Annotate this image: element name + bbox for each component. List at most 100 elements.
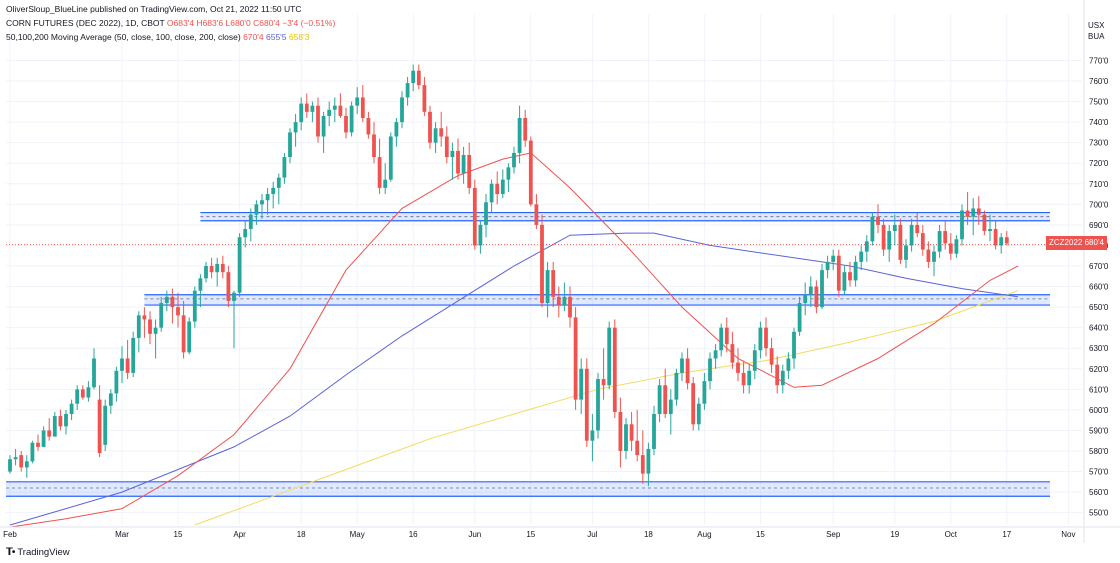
- candle: [898, 218, 903, 264]
- candle: [663, 368, 668, 419]
- candle-body: [170, 296, 175, 308]
- y-tick-label: 570'0: [1089, 468, 1109, 477]
- candle: [769, 337, 774, 373]
- candle: [652, 405, 656, 456]
- candle: [310, 101, 315, 123]
- candle-body: [797, 303, 802, 332]
- candle: [416, 64, 421, 90]
- candle-body: [685, 358, 690, 384]
- candle-body: [719, 327, 724, 351]
- candle-body: [439, 128, 444, 137]
- candle: [635, 409, 640, 462]
- candle-body: [489, 183, 494, 203]
- candle: [332, 97, 337, 123]
- footer-branding[interactable]: 𝗧• TradingView: [6, 547, 70, 558]
- candle: [153, 319, 158, 359]
- candle-body: [523, 118, 528, 141]
- candle: [30, 440, 35, 464]
- candle-body: [338, 105, 343, 116]
- candle: [584, 358, 589, 447]
- candle-body: [545, 270, 550, 303]
- candle-body: [80, 389, 85, 398]
- candle: [612, 319, 617, 419]
- candle: [629, 411, 634, 451]
- ma-label: 50,100,200 Moving Average (50, close, 10…: [6, 32, 241, 42]
- tradingview-logo-icon: 𝗧•: [6, 547, 15, 558]
- candle-body: [747, 370, 752, 386]
- candle: [86, 381, 91, 402]
- y-tick-label: 770'0: [1089, 56, 1109, 65]
- candle: [136, 311, 141, 353]
- candle-body: [181, 315, 186, 353]
- candle-body: [192, 290, 197, 322]
- candle: [601, 348, 606, 400]
- candle: [752, 344, 757, 380]
- candle-body: [803, 294, 808, 303]
- candle-body: [176, 307, 180, 316]
- candle-body: [629, 424, 634, 441]
- candle: [556, 286, 561, 318]
- candle: [948, 233, 953, 260]
- candle-body: [148, 319, 152, 334]
- candle-body: [579, 368, 584, 400]
- candle: [204, 261, 208, 283]
- candle-body: [601, 379, 606, 386]
- candle: [299, 97, 304, 131]
- candle: [192, 286, 197, 328]
- candle: [366, 111, 371, 139]
- candle-body: [909, 224, 914, 246]
- candle-body: [898, 224, 903, 260]
- candle-body: [741, 372, 746, 386]
- candle-body: [159, 303, 164, 328]
- candle-body: [243, 229, 248, 238]
- candle-body: [792, 331, 796, 359]
- candle: [400, 91, 404, 129]
- axis-unit-label: BUA: [1088, 32, 1105, 41]
- candle: [792, 327, 796, 369]
- candle-body: [187, 321, 192, 353]
- candle-body: [260, 200, 264, 205]
- candle: [545, 261, 550, 318]
- candle: [747, 364, 752, 394]
- candle-body: [276, 177, 281, 188]
- candle-body: [713, 350, 718, 359]
- candle-body: [456, 150, 460, 174]
- candle: [47, 418, 52, 441]
- candle: [540, 214, 544, 308]
- candle-body: [652, 414, 656, 449]
- candle-body: [596, 379, 600, 431]
- x-tick-label: Oct: [945, 530, 958, 539]
- candle: [461, 146, 466, 184]
- candle-body: [120, 358, 124, 371]
- candle-body: [75, 389, 80, 404]
- candle: [405, 76, 410, 106]
- candle-body: [461, 155, 466, 174]
- candle: [842, 266, 847, 295]
- x-tick-label: 17: [1002, 530, 1011, 539]
- candle: [646, 442, 651, 486]
- candle: [708, 352, 712, 390]
- candle-body: [736, 362, 740, 373]
- candle-body: [304, 103, 309, 112]
- candle: [422, 76, 427, 116]
- candle: [64, 409, 68, 435]
- y-tick-label: 600'0: [1089, 406, 1109, 415]
- candle: [338, 93, 343, 118]
- y-tick-label: 670'0: [1089, 262, 1109, 271]
- candle-body: [153, 327, 158, 334]
- publisher-line: OliverSloup_BlueLine published on Tradin…: [6, 4, 302, 14]
- candle-body: [332, 105, 337, 110]
- candle-body: [164, 296, 169, 303]
- x-tick-label: Apr: [233, 530, 246, 539]
- candle-body: [47, 430, 52, 437]
- candle-body: [584, 368, 589, 441]
- candle-body: [299, 103, 304, 123]
- candle-body: [590, 430, 595, 441]
- candle-body: [708, 358, 712, 382]
- ma100-line: [9, 232, 1019, 526]
- candle: [1004, 231, 1009, 246]
- ohlc-high: H683'6: [196, 18, 224, 28]
- candle-body: [730, 344, 735, 363]
- candle-body: [19, 455, 24, 468]
